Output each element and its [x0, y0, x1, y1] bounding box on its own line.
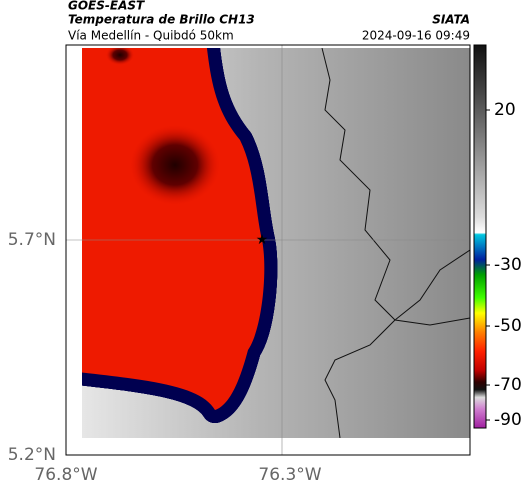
colorbar-label: 20 — [494, 100, 516, 120]
lon-label: 76.3°W — [258, 465, 321, 485]
colorbar-label: -70 — [494, 375, 522, 395]
source: GOES-EAST — [68, 0, 145, 13]
timestamp: 2024-09-16 09:49 — [362, 29, 470, 43]
map-frame — [65, 44, 471, 456]
lon-label: 76.8°W — [34, 465, 97, 485]
satellite-image — [82, 48, 470, 438]
location-marker: ★ — [256, 232, 269, 248]
colorbar — [473, 44, 487, 429]
lat-label: 5.2°N — [8, 445, 56, 465]
title: Temperatura de Brillo CH13 — [68, 13, 255, 27]
lat-label: 5.7°N — [8, 230, 56, 250]
colorbar-label: -50 — [494, 316, 522, 336]
colorbar-label: -30 — [494, 255, 522, 275]
colorbar-label: -90 — [494, 410, 522, 430]
subtitle: Vía Medellín - Quibdó 50km — [68, 29, 234, 43]
brand: SIATA — [432, 13, 470, 27]
